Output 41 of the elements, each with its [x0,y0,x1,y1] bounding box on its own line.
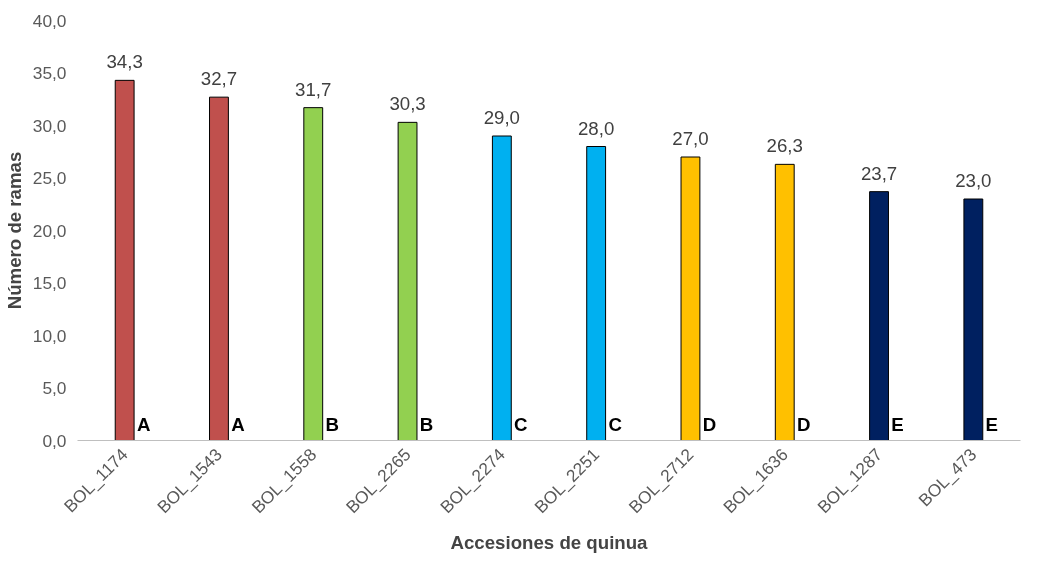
y-tick-label: 15,0 [32,273,67,293]
annotation: A [136,414,151,435]
annotation: E [891,414,904,435]
data-label: 23,7 [860,162,898,184]
x-axis-title: Accesiones de quinua [450,532,649,554]
bar [491,135,512,441]
y-tick-label: 35,0 [32,63,67,83]
bar [114,79,135,441]
data-label: 31,7 [295,78,332,100]
data-label: 23,0 [955,170,992,191]
y-tick-label: 40,0 [32,10,67,31]
data-label: 26,3 [766,135,803,157]
bar [209,96,229,441]
y-tick-label: 5,0 [42,378,67,398]
data-label: 28,0 [577,117,615,139]
bar [680,156,701,441]
y-tick-label: 10,0 [32,325,67,346]
bar [397,121,418,441]
annotation: C [608,414,622,435]
bar [774,163,795,441]
annotation: D [702,414,717,435]
annotation: A [231,414,245,435]
bar [963,198,984,441]
data-label: 27,0 [672,128,709,149]
annotation: B [419,414,434,435]
y-axis-title: Número de ramas [3,151,25,310]
y-tick-label: 0,0 [42,430,67,451]
data-label: 29,0 [483,107,521,128]
annotation: C [514,414,528,435]
y-tick-label: 20,0 [32,220,67,241]
data-label: 32,7 [200,68,238,90]
annotation: D [797,414,811,435]
data-label: 30,3 [389,93,426,115]
data-label: 34,3 [106,51,143,73]
bar [586,146,607,441]
bar [869,191,889,441]
y-tick-label: 25,0 [32,168,67,188]
bar [303,107,324,441]
y-tick-label: 30,0 [32,115,67,136]
annotation: E [985,414,999,435]
annotation: B [325,414,339,435]
